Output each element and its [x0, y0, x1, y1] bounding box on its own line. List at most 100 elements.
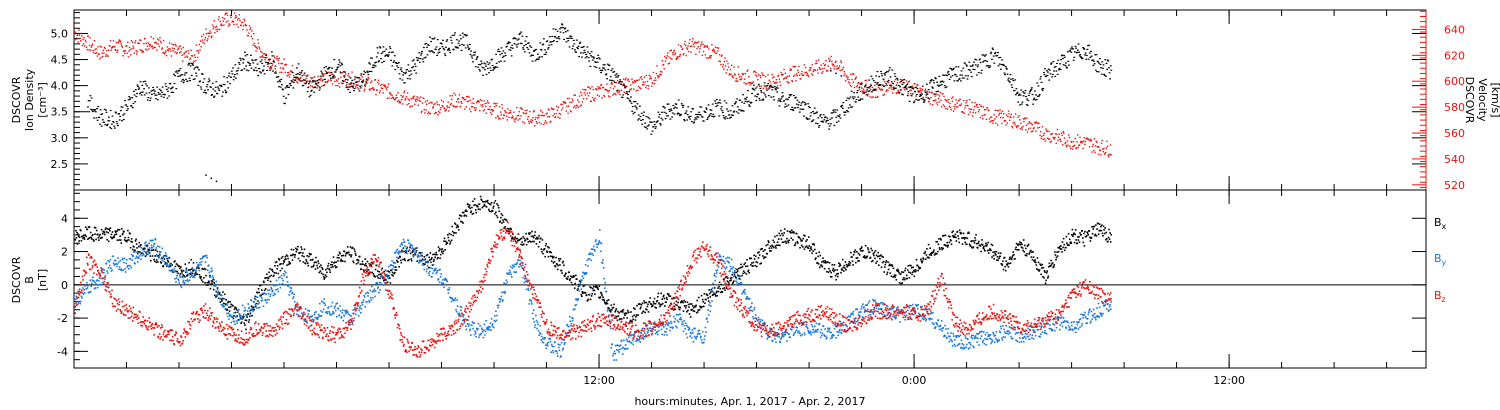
velocity-series-point	[362, 79, 365, 81]
ion-density-series-point	[338, 59, 341, 61]
velocity-series-point	[425, 109, 427, 111]
bx-series-point	[794, 242, 797, 244]
ion-density-series-point	[1065, 66, 1068, 68]
bx-series-point	[434, 256, 436, 259]
bx-series-point	[799, 246, 801, 249]
bx-series-point	[438, 250, 440, 252]
ion-density-series-point	[970, 76, 973, 78]
ion-density-series-point	[386, 54, 389, 56]
ion-density-series-point	[373, 64, 376, 66]
ion-density-series-point	[1104, 59, 1107, 61]
velocity-series-point	[528, 120, 530, 123]
ion-density-series-point	[668, 109, 671, 111]
ion-density-series-point	[825, 121, 827, 123]
velocity-series-point	[361, 85, 363, 87]
ion-density-series-point	[1022, 91, 1024, 93]
ion-density-series-point	[352, 85, 354, 87]
bx-series-point	[200, 279, 203, 281]
bx-series-point	[319, 270, 322, 272]
ion-density-series-point	[831, 117, 833, 119]
bx-series-point	[612, 306, 615, 309]
ion-density-series-point	[1087, 58, 1090, 60]
velocity-series-point	[758, 85, 761, 88]
ion-density-series-point	[310, 90, 313, 92]
velocity-series-point	[1080, 140, 1082, 142]
ion-density-series-point	[808, 118, 811, 120]
velocity-series-point	[839, 69, 841, 72]
ion-density-series-point	[614, 74, 617, 76]
velocity-series-point	[806, 74, 808, 76]
bx-series-point	[394, 271, 396, 274]
velocity-series-point	[986, 107, 989, 109]
ion-density-series-point	[861, 98, 864, 100]
ion-density-series-point	[96, 108, 98, 110]
velocity-series-point	[785, 77, 788, 79]
ion-density-series-point	[531, 60, 534, 62]
ion-density-series-point	[924, 90, 926, 92]
ion-density-series-point	[898, 91, 901, 93]
bx-series-point	[814, 258, 817, 261]
bx-series-point	[707, 300, 710, 302]
bx-series-point	[232, 305, 234, 307]
bx-series-point	[567, 275, 569, 278]
ion-density-series-point	[205, 86, 208, 88]
velocity-series-point	[276, 58, 279, 60]
ion-density-series-point	[156, 99, 159, 101]
bx-series-point	[98, 239, 100, 241]
bx-series-point	[578, 280, 581, 282]
ion-density-series-point	[977, 64, 980, 66]
bx-series-point	[622, 309, 625, 311]
velocity-series-point	[115, 41, 118, 44]
velocity-series-point	[548, 109, 550, 111]
ion-density-series-point	[171, 87, 174, 89]
ion-density-series-point	[1022, 95, 1025, 97]
velocity-series-point	[436, 103, 439, 106]
bx-series-point	[319, 265, 321, 268]
ion-density-series-point	[553, 40, 555, 42]
bx-series-point	[129, 232, 131, 235]
ion-density-series-point	[325, 72, 328, 75]
bx-series-point	[449, 243, 451, 245]
velocity-series-point	[772, 77, 774, 79]
velocity-series-point	[216, 25, 218, 28]
velocity-series-point	[217, 18, 220, 21]
bx-series-point	[660, 292, 662, 295]
velocity-series-point	[728, 74, 730, 76]
ion-density-series-point	[118, 113, 120, 115]
ion-density-series-point	[149, 97, 152, 99]
velocity-series-point	[777, 75, 779, 77]
ion-density-series-point	[1031, 93, 1034, 96]
velocity-series-point	[710, 57, 712, 59]
bx-series-point	[517, 233, 520, 235]
velocity-series-point	[952, 110, 955, 112]
ion-density-series-point	[703, 110, 706, 112]
bx-series-point	[629, 319, 632, 322]
velocity-series-point	[165, 54, 168, 57]
velocity-series-point	[608, 95, 610, 97]
ion-density-series-point	[154, 94, 157, 96]
velocity-series-point	[927, 91, 929, 93]
bx-series-point	[820, 264, 823, 266]
bx-series-point	[268, 271, 270, 274]
velocity-series-point	[578, 101, 580, 103]
ion-density-series-point	[1038, 94, 1041, 96]
bx-series-point	[267, 279, 269, 282]
bx-series-point	[234, 311, 237, 314]
velocity-series-point	[129, 48, 131, 51]
velocity-series-point	[547, 116, 549, 118]
ion-density-series-point	[309, 80, 311, 82]
velocity-series-point	[735, 77, 738, 80]
ion-density-series-point	[479, 70, 481, 72]
ion-density-series-point	[332, 75, 335, 78]
ion-density-series-point	[587, 57, 590, 59]
velocity-series-point	[259, 56, 261, 58]
velocity-series-point	[598, 95, 600, 97]
velocity-series-point	[442, 105, 444, 107]
bx-series-point	[306, 255, 308, 257]
velocity-series-point	[112, 46, 114, 48]
velocity-series-point	[687, 50, 690, 53]
velocity-series-point	[671, 58, 673, 60]
bx-series-point	[581, 295, 583, 298]
velocity-series-point	[1020, 127, 1023, 129]
ion-density-series-point	[903, 86, 906, 89]
